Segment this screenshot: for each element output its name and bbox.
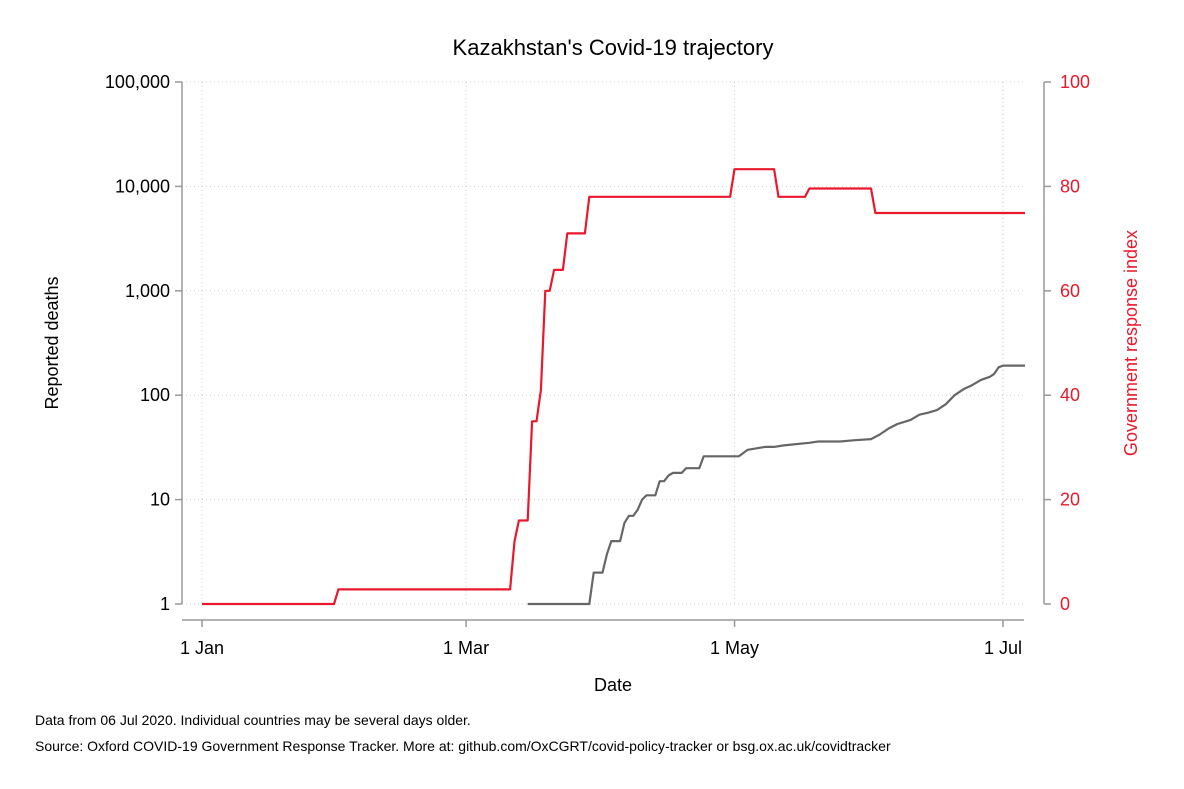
y-right-tick-label: 20	[1060, 490, 1080, 510]
y-right-tick-label: 80	[1060, 176, 1080, 196]
deaths-series-line	[527, 364, 1025, 606]
x-tick-label: 1 Jul	[984, 638, 1022, 658]
x-axis-label: Date	[594, 675, 632, 695]
y-left-tick-label: 100	[140, 385, 170, 405]
y-right-tick-label: 100	[1060, 72, 1090, 92]
x-tick-label: 1 Jan	[180, 638, 224, 658]
grid	[182, 81, 1024, 605]
x-tick-label: 1 Mar	[443, 638, 489, 658]
y-left-tick-label: 10	[150, 490, 170, 510]
y-axis-left-label: Reported deaths	[42, 276, 62, 409]
y-right-tick-label: 40	[1060, 385, 1080, 405]
y-left-tick-label: 1,000	[125, 281, 170, 301]
series	[202, 168, 1025, 606]
axes: 1 10 100 1,000 10,000 100,000 0 20 40 60 80 100 1 Ja…	[105, 72, 1090, 658]
source-note: Source: Oxford COVID-19 Government Respo…	[35, 738, 891, 754]
y-right-tick-label: 0	[1060, 594, 1070, 614]
y-right-tick-label: 60	[1060, 281, 1080, 301]
y-axis-right-label: Government response index	[1121, 230, 1141, 456]
data-date-note: Data from 06 Jul 2020. Individual countr…	[35, 712, 471, 728]
chart-title: Kazakhstan's Covid-19 trajectory	[453, 35, 774, 60]
x-tick-label: 1 May	[710, 638, 759, 658]
y-left-tick-label: 100,000	[105, 72, 170, 92]
y-left-tick-label: 1	[160, 594, 170, 614]
y-left-tick-label: 10,000	[115, 176, 170, 196]
response-index-series-line	[202, 168, 1025, 606]
